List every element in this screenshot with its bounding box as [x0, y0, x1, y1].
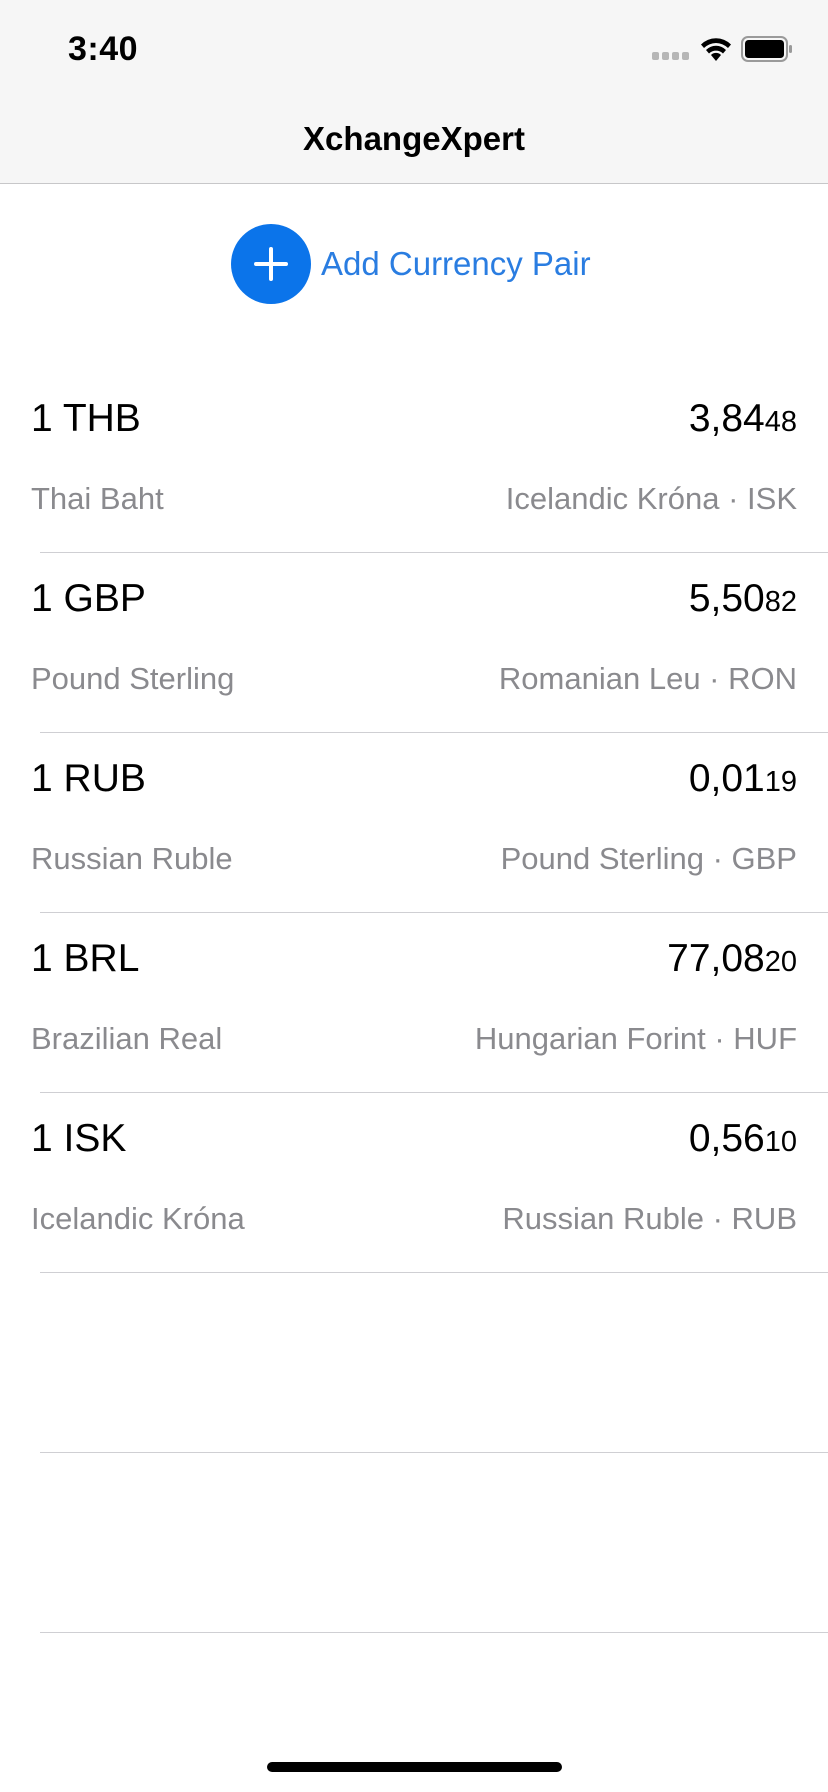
exchange-rate: 3,8448	[688, 397, 797, 440]
navigation-bar: XchangeXpert	[0, 100, 828, 184]
target-currency-name: Icelandic Króna · ISK	[505, 481, 797, 516]
target-currency-name: Russian Ruble · RUB	[502, 1201, 797, 1236]
exchange-rate: 77,0820	[667, 937, 797, 980]
base-currency-code: 1 ISK	[31, 1117, 127, 1160]
base-currency-name: Icelandic Króna	[31, 1201, 245, 1236]
exchange-rate: 0,5610	[688, 1117, 797, 1160]
target-currency-name: Pound Sterling · GBP	[500, 841, 797, 876]
empty-list-row	[0, 1273, 828, 1453]
target-currency-name: Romanian Leu · RON	[498, 661, 797, 696]
add-currency-pair-label[interactable]: Add Currency Pair	[321, 245, 591, 282]
list-item[interactable]: 1 GBP 5,5082 Pound Sterling Romanian Leu…	[0, 553, 828, 733]
cellular-signal-icon	[652, 52, 692, 60]
base-currency-code: 1 GBP	[31, 577, 146, 620]
currency-pair-list: 1 THB 3,8448 Thai Baht Icelandic Króna ·…	[0, 373, 828, 1633]
list-item[interactable]: 1 RUB 0,0119 Russian Ruble Pound Sterlin…	[0, 733, 828, 913]
list-item[interactable]: 1 ISK 0,5610 Icelandic Króna Russian Rub…	[0, 1093, 828, 1273]
base-currency-code: 1 RUB	[31, 757, 146, 800]
page-title: XchangeXpert	[303, 120, 525, 157]
empty-list-row	[0, 1453, 828, 1633]
home-indicator[interactable]	[267, 1762, 562, 1772]
exchange-rate: 5,5082	[688, 577, 797, 620]
wifi-icon	[701, 38, 731, 61]
battery-icon	[741, 36, 792, 62]
base-currency-name: Russian Ruble	[31, 841, 233, 876]
add-currency-pair-button[interactable]: Add Currency Pair	[231, 224, 591, 304]
exchange-rate: 0,0119	[688, 757, 797, 800]
base-currency-code: 1 BRL	[31, 937, 140, 980]
base-currency-name: Pound Sterling	[31, 661, 235, 696]
status-bar: 3:40	[0, 0, 828, 100]
base-currency-name: Thai Baht	[31, 481, 164, 516]
base-currency-name: Brazilian Real	[31, 1021, 223, 1056]
base-currency-code: 1 THB	[31, 397, 141, 440]
target-currency-name: Hungarian Forint · HUF	[474, 1021, 797, 1056]
plus-icon[interactable]	[231, 224, 311, 304]
list-item[interactable]: 1 THB 3,8448 Thai Baht Icelandic Króna ·…	[0, 373, 828, 553]
list-item[interactable]: 1 BRL 77,0820 Brazilian Real Hungarian F…	[0, 913, 828, 1093]
status-time: 3:40	[68, 30, 139, 68]
